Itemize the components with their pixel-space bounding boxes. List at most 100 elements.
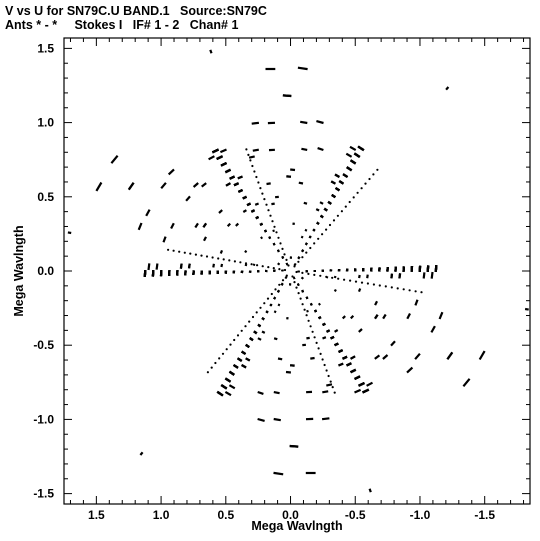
uv-track-segment — [320, 214, 324, 219]
uv-track-segment — [297, 66, 308, 71]
uv-track-segment — [327, 200, 332, 205]
uv-point — [217, 257, 220, 260]
uv-point — [317, 347, 320, 350]
uv-track-segment — [273, 337, 278, 341]
uv-track-segment — [358, 274, 361, 279]
uv-track-segment — [95, 181, 103, 192]
uv-track-segment — [333, 275, 337, 279]
uv-point — [332, 219, 336, 222]
x-tick-label: -0.5 — [345, 508, 366, 522]
uv-track-segment — [277, 303, 281, 307]
uv-point — [309, 246, 312, 250]
uv-point — [210, 366, 213, 369]
uv-track-segment — [170, 222, 175, 229]
uv-point — [299, 297, 302, 300]
uv-point — [269, 214, 272, 217]
uv-point — [309, 325, 312, 328]
uv-track-segment — [309, 302, 313, 306]
uv-track-segment — [314, 309, 318, 313]
uv-track-segment — [326, 329, 331, 333]
uv-track-segment — [349, 145, 357, 152]
uv-track-segment — [310, 356, 315, 360]
uv-track-segment — [292, 276, 296, 280]
uv-point — [265, 203, 268, 206]
uv-track-segment — [366, 381, 374, 387]
uv-track-segment — [201, 182, 207, 188]
y-tick-label: 0.0 — [37, 264, 54, 278]
uv-track-segment — [224, 390, 232, 397]
x-tick-label: -1.0 — [410, 508, 431, 522]
uv-track-segment — [237, 357, 243, 362]
uv-point — [263, 302, 266, 305]
uv-track-segment — [350, 315, 355, 320]
uv-track-segment — [331, 193, 336, 199]
uv-track-segment — [229, 175, 235, 180]
uv-point — [354, 280, 358, 283]
uv-track-segment — [261, 330, 266, 334]
uv-point — [325, 275, 328, 278]
uv-point — [228, 259, 231, 262]
y-tick-label: 0.5 — [37, 190, 54, 204]
uv-arm-end — [368, 488, 372, 493]
uv-point — [321, 233, 324, 236]
uv-track-segment — [241, 364, 247, 369]
uv-track-segment — [187, 263, 191, 269]
uv-track-segment — [242, 195, 247, 200]
uv-track-segment — [185, 195, 191, 202]
uv-point — [261, 265, 264, 268]
uv-point — [281, 279, 285, 282]
uv-track-segment — [147, 263, 151, 271]
uv-track-segment — [350, 368, 357, 374]
axis-ticks — [64, 38, 530, 504]
uv-point — [402, 288, 405, 291]
uv-track-segment — [298, 181, 304, 185]
uv-track-segment — [284, 276, 288, 279]
uv-point — [372, 173, 375, 176]
uv-arm-end — [209, 49, 213, 54]
uv-point — [360, 187, 363, 190]
uv-point — [221, 352, 225, 355]
uv-track-segment — [277, 262, 281, 266]
x-tick-label: 1.5 — [88, 508, 105, 522]
uv-arm-end — [139, 451, 144, 456]
chart-title-line-2: Ants * - * Stokes I IF# 1 - 2 Chan# 1 — [5, 18, 239, 32]
uv-track-segment — [322, 336, 327, 340]
uv-track-segment — [257, 337, 262, 341]
uv-track-segment — [281, 255, 285, 259]
uv-track-segment — [306, 336, 310, 340]
uv-track-segment — [350, 355, 356, 360]
uv-track-segment — [273, 471, 284, 476]
uv-track-segment — [296, 283, 300, 287]
uv-point — [293, 265, 296, 268]
uv-point — [277, 236, 280, 239]
uv-track-segment — [194, 222, 199, 229]
uv-track-segment — [321, 417, 330, 421]
uv-track-segment — [233, 364, 239, 369]
uv-point — [323, 363, 326, 367]
uv-track-segment — [212, 263, 215, 268]
uv-point — [301, 303, 304, 306]
uv-track-segment — [220, 263, 224, 268]
uv-track-segment — [233, 182, 239, 187]
uv-point — [319, 352, 322, 355]
uv-track-segment — [342, 173, 349, 178]
uv-track-segment — [211, 148, 219, 154]
uv-point — [233, 338, 236, 342]
uv-point — [368, 177, 371, 181]
uv-track-segment — [301, 147, 308, 151]
uv-point — [348, 200, 351, 204]
uv-point — [313, 242, 316, 245]
uv-point — [278, 268, 281, 271]
uv-point — [301, 256, 304, 259]
uv-point — [267, 209, 270, 212]
uv-track-segment — [277, 357, 283, 361]
uv-point — [279, 242, 282, 245]
uv-track-segment — [446, 351, 454, 360]
uv-track-segment — [110, 154, 119, 164]
uv-track-segment — [338, 180, 344, 185]
uv-track-segment — [301, 249, 305, 253]
uv-track-segment — [261, 317, 265, 321]
uv-point — [408, 289, 411, 292]
uv-track-segment — [224, 377, 232, 383]
uv-track-segment — [277, 289, 280, 293]
